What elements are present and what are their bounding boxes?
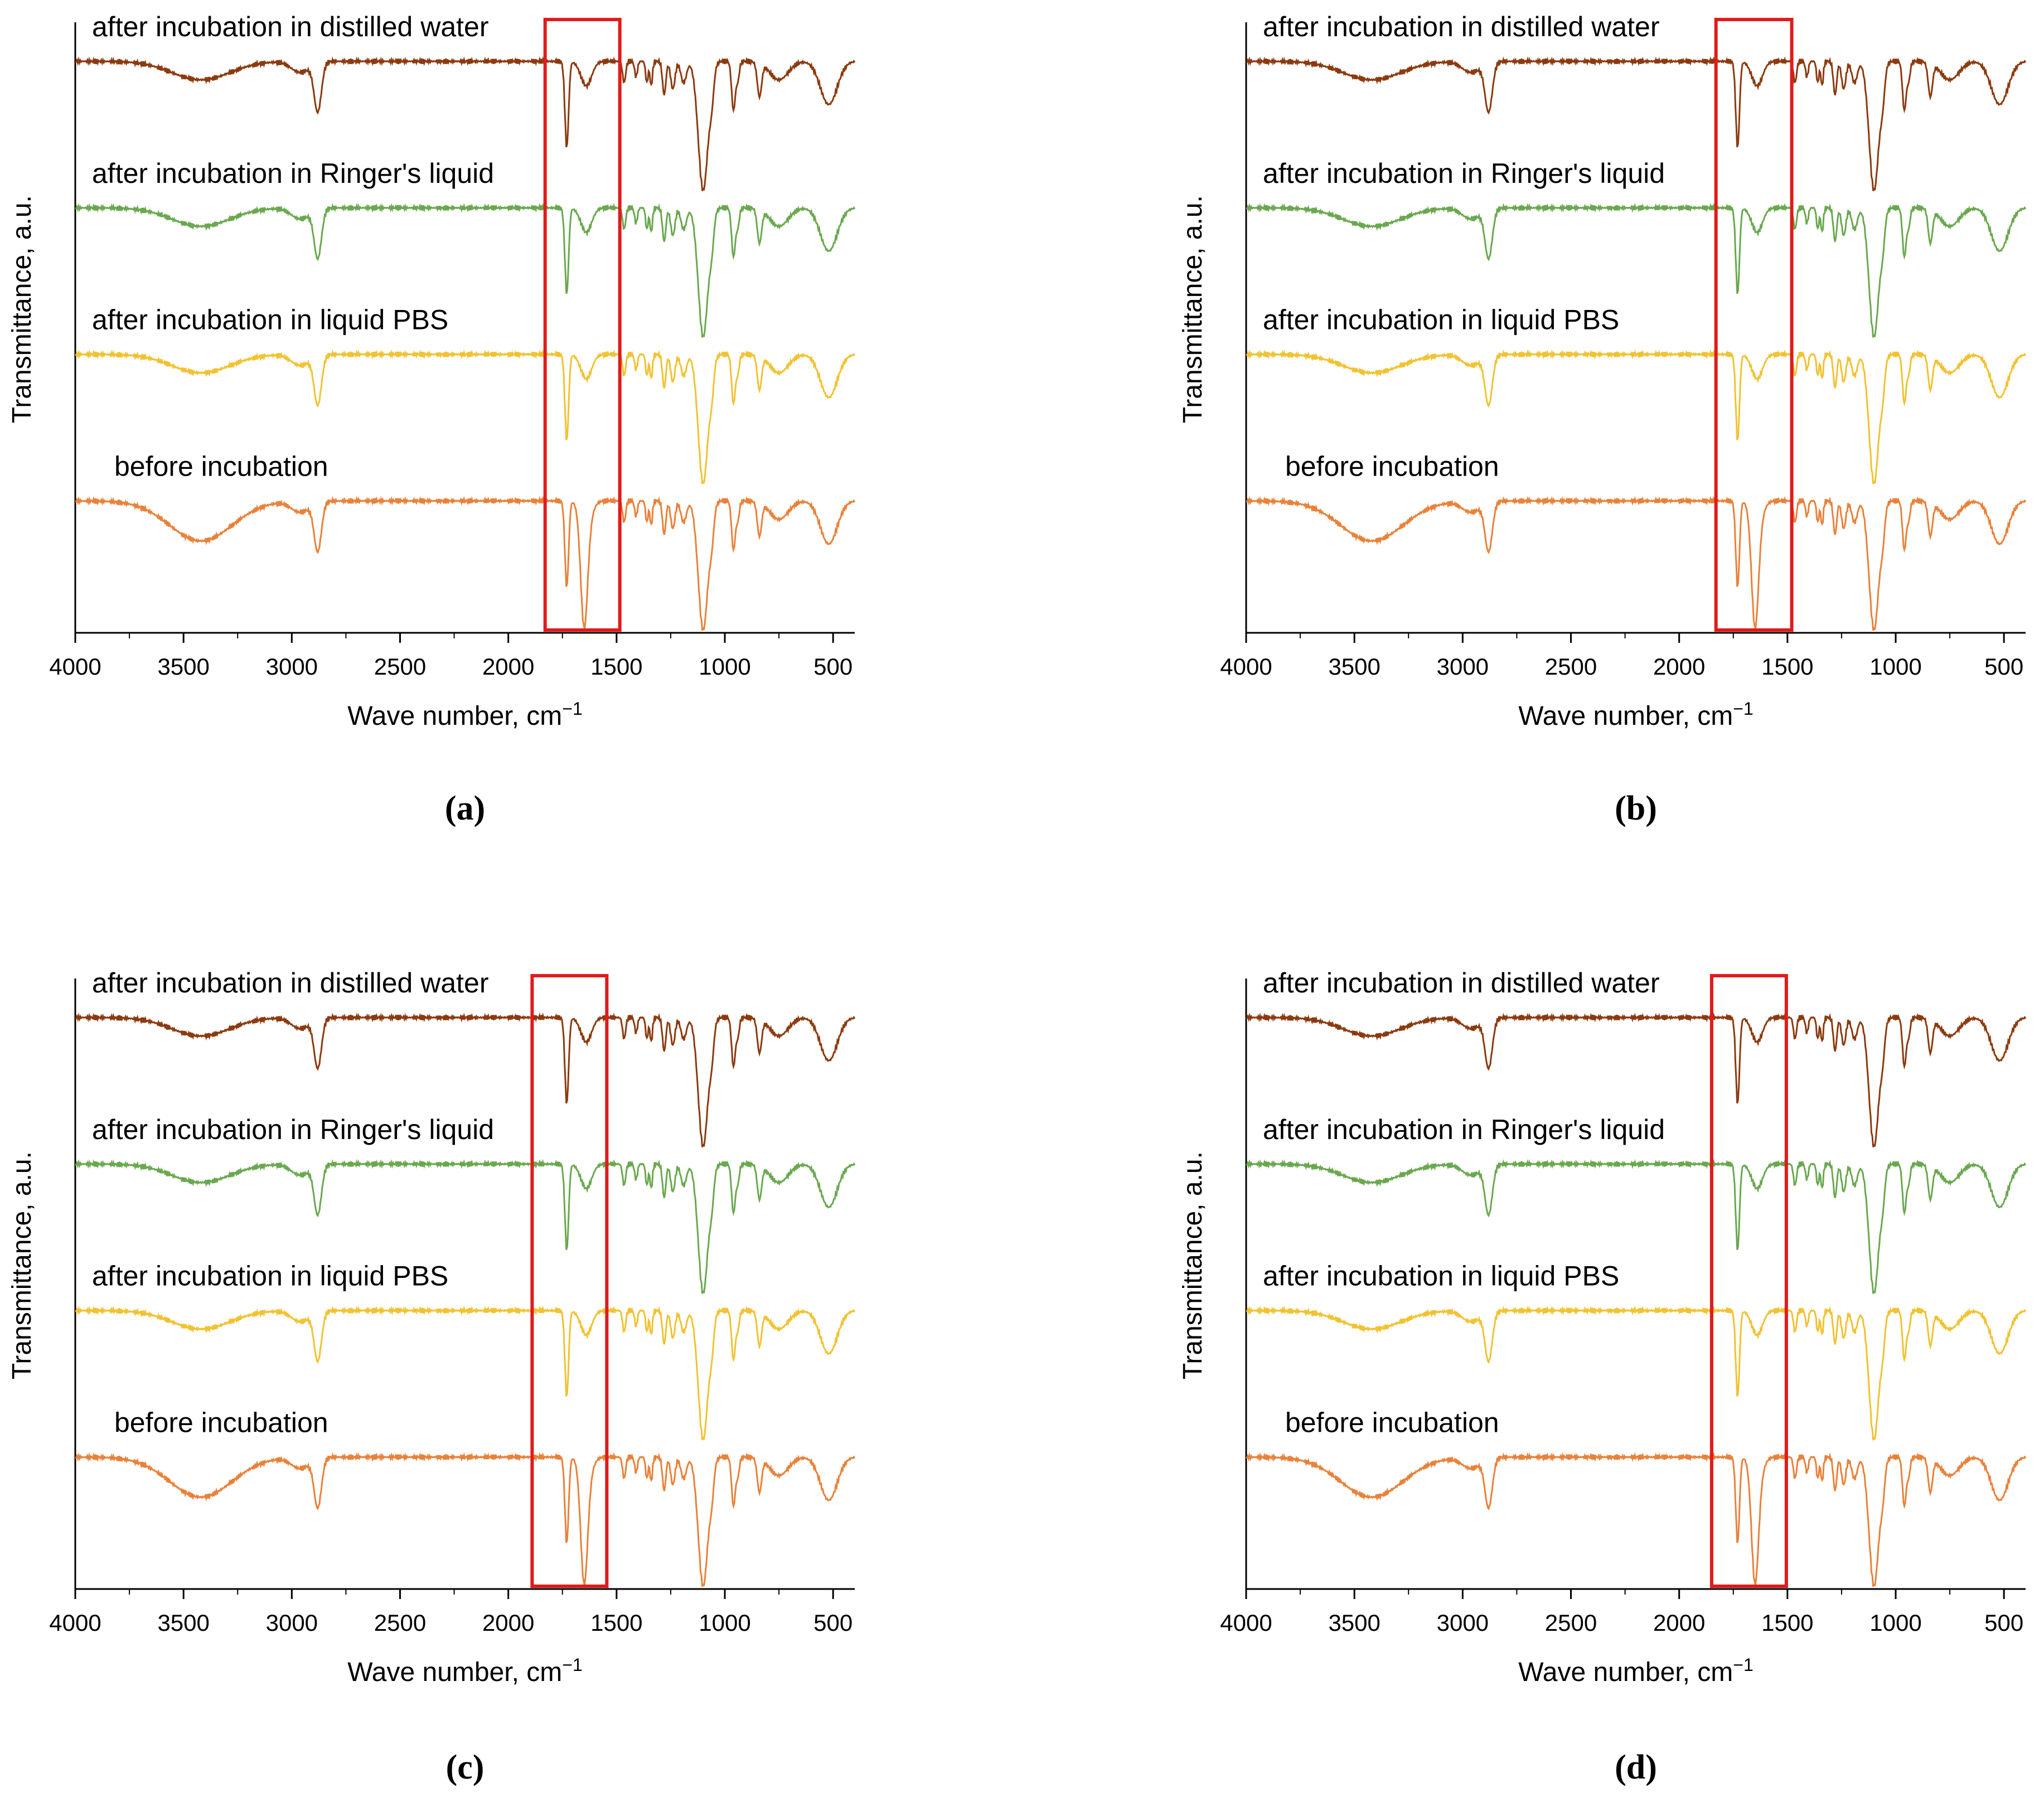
series-line-before [1246,496,2027,631]
x-tick-label: 500 [1984,1610,2023,1636]
chart-panel-a: 4000 3500 3000 2500 2000 1500 1000 500 Wave numb… [7,11,856,827]
series-line-before [75,496,856,631]
x-axis-label: Wave number, cm−1 [347,1655,583,1687]
series-label-dw: after incubation in distilled water [92,967,489,999]
x-tick-label: 2500 [1545,1610,1597,1636]
x-tick-label: 3000 [1437,1610,1489,1636]
series-label-pbs: after incubation in liquid PBS [1263,1261,1619,1292]
series-line-ringer [75,1159,856,1294]
series-line-dw [1246,56,2027,192]
highlight-box [530,974,609,1588]
highlight-box [1709,974,1788,1588]
series-line-dw [75,56,856,192]
series-label-before: before incubation [114,450,328,482]
series-line-pbs [75,1305,856,1441]
x-tick-label: 3000 [266,1610,318,1636]
x-tick-label: 2500 [374,1610,426,1636]
y-axis-label: Transmittance, a.u. [1178,1151,1208,1379]
x-tick-label: 3500 [157,1610,209,1636]
series-line-pbs [1246,1305,2027,1441]
series-line-dw [1246,1012,2027,1148]
x-tick-label: 3000 [266,653,318,680]
x-axis-label-superscript: −1 [562,699,582,719]
panel-caption: (a) [445,789,485,827]
chart-panel-d: 4000 3500 3000 2500 2000 1500 1000 500 Wave numb… [1178,967,2027,1786]
series-line-dw [75,1012,856,1148]
series-line-before [75,1452,856,1587]
panel-caption: (d) [1615,1748,1657,1786]
series-label-ringer: after incubation in Ringer's liquid [1263,1114,1665,1145]
y-axis-label: Transmittance, a.u. [1178,195,1208,423]
x-axis-label-superscript: −1 [562,1655,582,1675]
x-tick-label: 2000 [1653,653,1705,680]
x-tick-label: 2000 [482,1610,534,1636]
series-label-ringer: after incubation in Ringer's liquid [1263,158,1665,189]
x-axis-label-superscript: −1 [1733,699,1753,719]
series-line-ringer [1246,1159,2027,1294]
x-axis-label-text: Wave number, cm [1518,1658,1733,1687]
series-label-before: before incubation [1285,450,1499,482]
x-axis-label-text: Wave number, cm [347,701,562,731]
series-line-ringer [75,202,856,338]
x-tick-label: 2500 [1545,653,1597,680]
x-tick-label: 500 [813,653,853,680]
series-label-pbs: after incubation in liquid PBS [92,1261,448,1292]
x-tick-label: 3500 [1328,1610,1380,1636]
y-axis-label: Transmittance, a.u. [7,1151,37,1379]
x-tick-label: 4000 [1220,653,1272,680]
x-tick-label: 4000 [49,653,101,680]
chart-panel-b: 4000 3500 3000 2500 2000 1500 1000 500 Wave numb… [1178,11,2027,827]
x-axis-label-text: Wave number, cm [1518,701,1733,731]
x-tick-label: 2000 [1653,1610,1705,1636]
panel-caption: (b) [1615,789,1657,827]
x-tick-label: 500 [813,1610,853,1636]
series-label-dw: after incubation in distilled water [1263,967,1660,999]
series-line-before [1246,1452,2027,1587]
x-tick-label: 1500 [1761,653,1813,680]
x-tick-label: 1500 [590,653,642,680]
x-tick-label: 4000 [49,1610,101,1636]
panel-caption: (c) [446,1748,485,1786]
series-label-dw: after incubation in distilled water [1263,11,1660,42]
x-tick-label: 3000 [1437,653,1489,680]
x-axis-label-text: Wave number, cm [347,1658,562,1687]
x-tick-label: 1000 [699,653,750,680]
chart-panel-c: 4000 3500 3000 2500 2000 1500 1000 500 Wave numb… [7,967,856,1786]
series-label-pbs: after incubation in liquid PBS [92,304,448,336]
x-tick-label: 1000 [1869,653,1921,680]
x-tick-label: 4000 [1220,1610,1272,1636]
x-axis-label: Wave number, cm−1 [1518,1655,1754,1687]
series-label-pbs: after incubation in liquid PBS [1263,304,1619,336]
series-label-before: before incubation [1285,1407,1499,1438]
y-axis-label: Transmittance, a.u. [7,195,37,423]
x-tick-label: 1000 [1869,1610,1921,1636]
series-label-ringer: after incubation in Ringer's liquid [92,1114,494,1145]
x-tick-label: 1500 [590,1610,642,1636]
series-line-ringer [1246,202,2027,338]
x-axis-label: Wave number, cm−1 [347,699,583,731]
x-tick-label: 500 [1984,653,2023,680]
highlight-box [1714,18,1794,632]
highlight-box [543,18,622,632]
x-tick-label: 3500 [157,653,209,680]
series-line-pbs [75,349,856,485]
series-line-pbs [1246,349,2027,485]
x-axis-label: Wave number, cm−1 [1518,699,1754,731]
x-tick-label: 2500 [374,653,426,680]
series-label-ringer: after incubation in Ringer's liquid [92,158,494,189]
series-label-before: before incubation [114,1407,328,1438]
x-tick-label: 1500 [1761,1610,1813,1636]
x-tick-label: 1000 [699,1610,750,1636]
x-tick-label: 2000 [482,653,534,680]
series-label-dw: after incubation in distilled water [92,11,489,42]
x-tick-label: 3500 [1328,653,1380,680]
x-axis-label-superscript: −1 [1733,1655,1753,1675]
